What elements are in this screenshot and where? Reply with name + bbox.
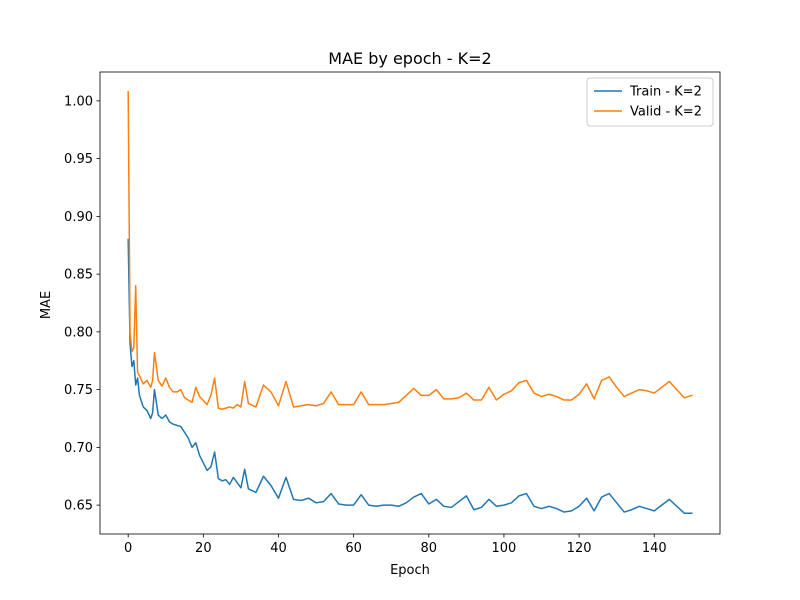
x-tick-label: 120 — [567, 541, 592, 556]
y-tick-label: 0.75 — [64, 383, 93, 398]
x-axis-ticks: 0 20 40 60 80 100 120 140 — [124, 534, 667, 556]
x-tick-label: 60 — [345, 541, 362, 556]
x-tick-label: 80 — [421, 541, 438, 556]
x-tick-label: 20 — [195, 541, 212, 556]
legend-label-valid: Valid - K=2 — [630, 105, 702, 120]
axes-frame — [99, 71, 721, 535]
x-tick-label: 0 — [124, 541, 132, 556]
y-tick-label: 0.80 — [64, 325, 93, 340]
y-axis-label: MAE — [39, 291, 54, 319]
y-tick-label: 0.85 — [64, 268, 93, 283]
y-tick-label: 1.00 — [64, 94, 93, 109]
x-tick-label: 40 — [270, 541, 287, 556]
y-tick-label: 0.65 — [64, 499, 93, 514]
y-axis-ticks: 0.65 0.70 0.75 0.80 0.85 0.90 0.95 1.00 — [64, 94, 100, 514]
legend-box — [586, 77, 714, 127]
series-line-valid — [127, 90, 693, 411]
x-tick-label: 140 — [642, 541, 667, 556]
y-tick-label: 0.90 — [64, 210, 93, 225]
legend-label-train: Train - K=2 — [629, 85, 702, 100]
chart-title: MAE by epoch - K=2 — [328, 49, 491, 68]
legend: Train - K=2 Valid - K=2 — [586, 77, 714, 127]
x-tick-label: 100 — [492, 541, 517, 556]
x-axis-label: Epoch — [390, 563, 430, 578]
y-tick-label: 0.70 — [64, 441, 93, 456]
plot-area — [99, 71, 721, 535]
y-tick-label: 0.95 — [64, 152, 93, 167]
series-line-train — [127, 238, 693, 514]
